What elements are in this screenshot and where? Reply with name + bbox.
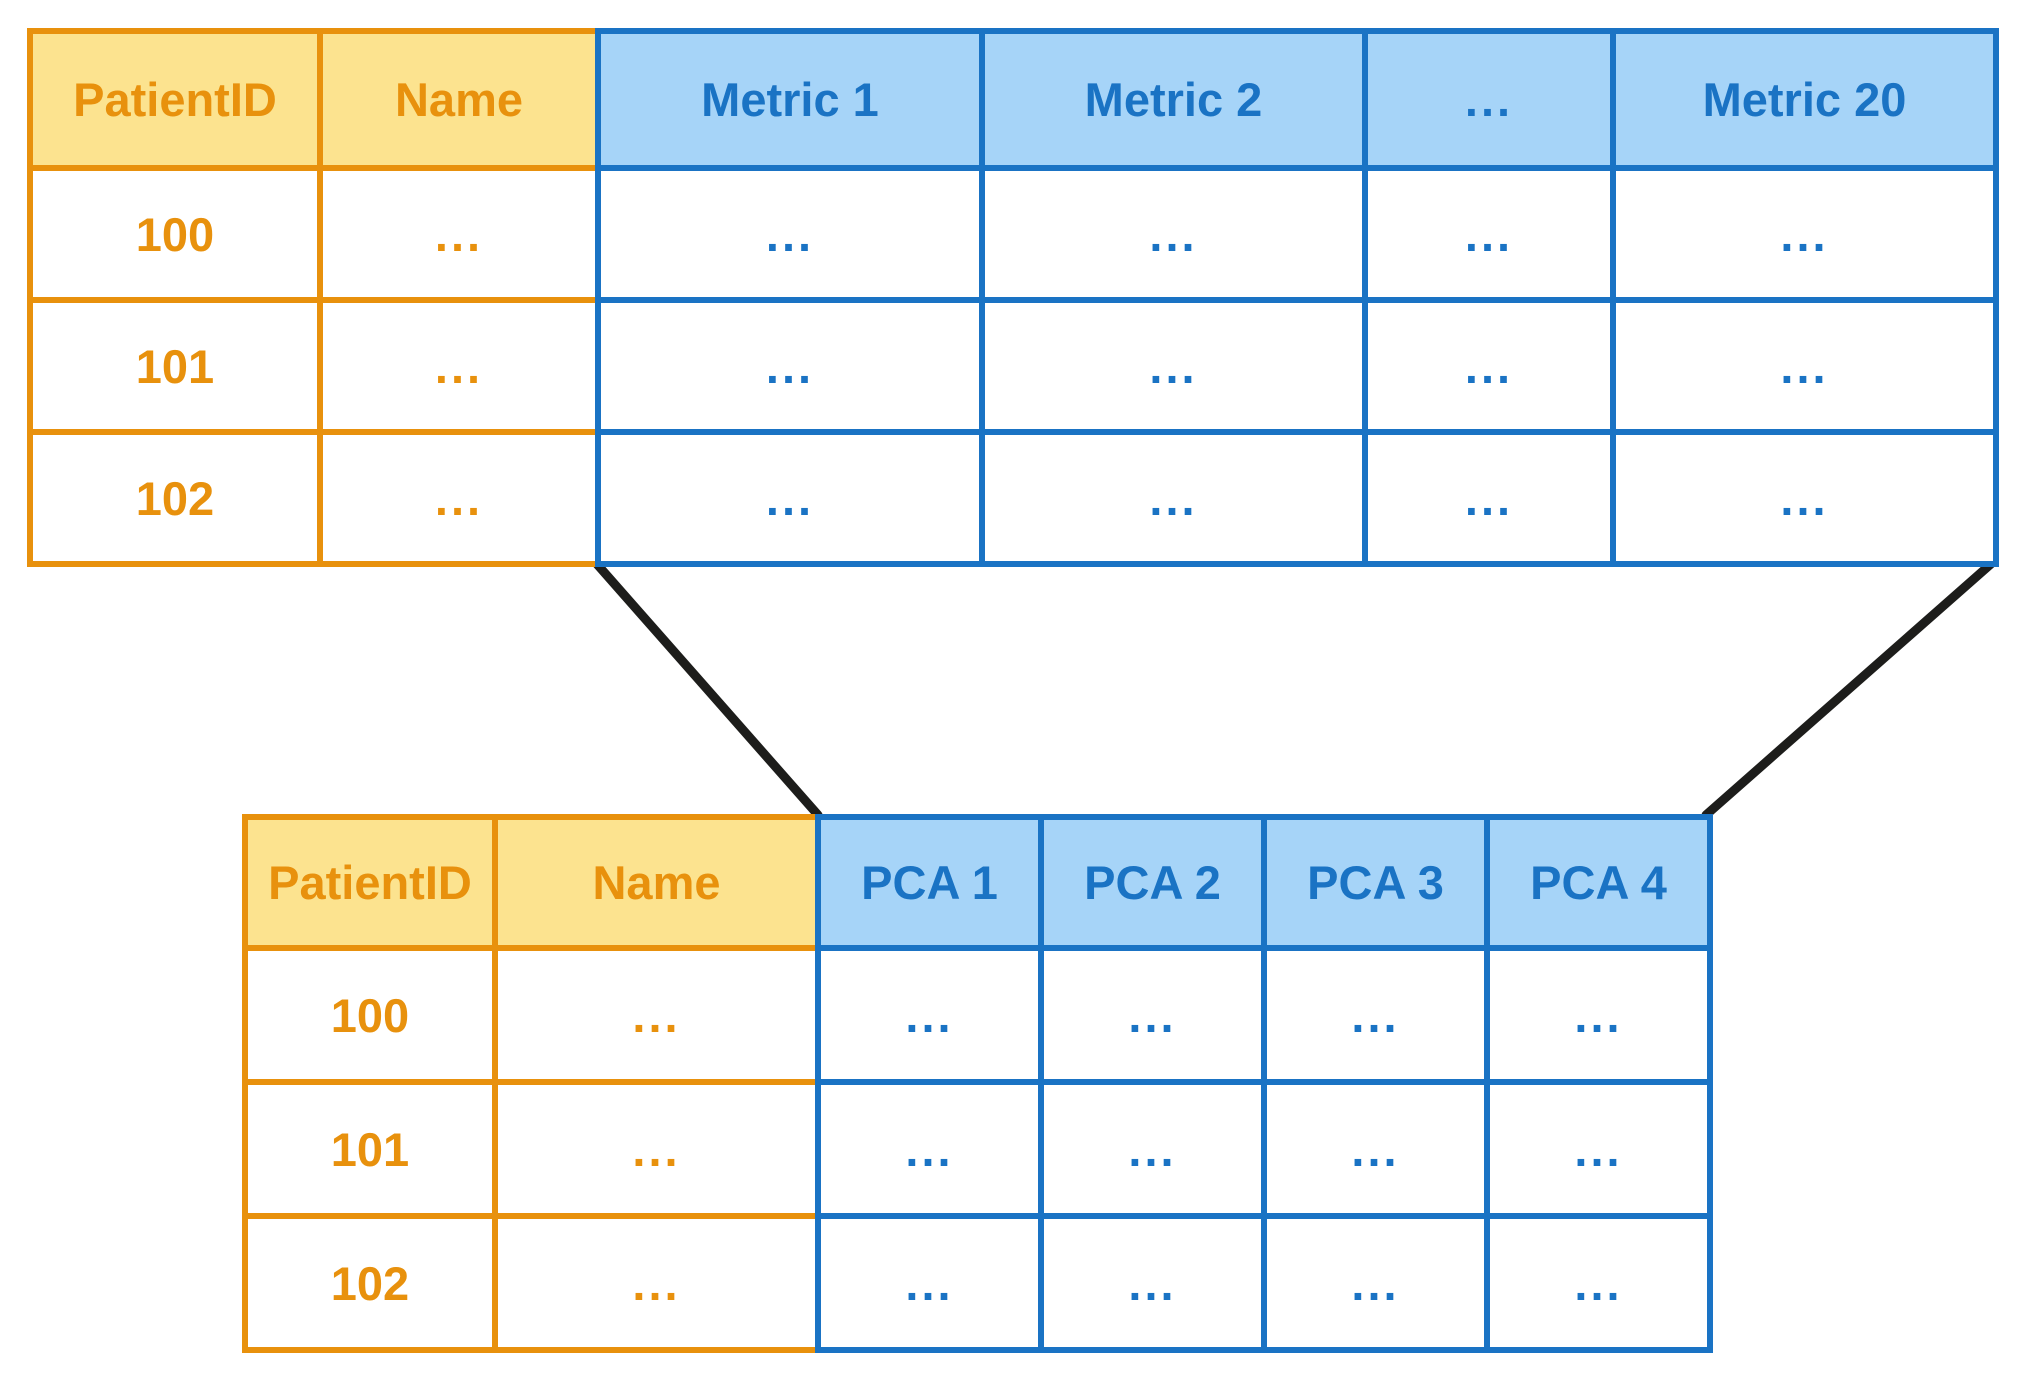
cell-patientid: 102 — [242, 1213, 498, 1353]
cell-metric: ... — [595, 165, 985, 303]
source-table-id-section: PatientID Name 100 ... 101 ... 102 ... — [27, 28, 601, 567]
funnel-line-left — [591, 558, 823, 820]
cell-pca: ... — [815, 1213, 1044, 1353]
column-header-name: Name — [317, 28, 601, 171]
cell-patientid: 102 — [27, 429, 323, 567]
column-header-patientid: PatientID — [27, 28, 323, 171]
cell-pca: ... — [1261, 1079, 1490, 1219]
table-row: ... ... ... ... — [815, 945, 1713, 1085]
cell-pca: ... — [1038, 1213, 1267, 1353]
table-row: 100 ... — [27, 165, 601, 303]
column-header-metric-ellipsis: ... — [1362, 28, 1616, 171]
cell-pca: ... — [1484, 1213, 1713, 1353]
funnel-line-right — [1701, 558, 1997, 820]
column-header-metric-20: Metric 20 — [1610, 28, 1999, 171]
cell-metric: ... — [1610, 165, 1999, 303]
table-row: 102 ... — [242, 1213, 821, 1353]
table-row: ... ... ... ... — [595, 165, 1999, 303]
cell-patientid: 100 — [27, 165, 323, 303]
header-row: PatientID Name — [242, 814, 821, 951]
source-table-metrics-section: Metric 1 Metric 2 ... Metric 20 ... ... … — [595, 28, 1999, 567]
table-row: 100 ... — [242, 945, 821, 1085]
column-header-pca-1: PCA 1 — [815, 814, 1044, 951]
cell-metric: ... — [1610, 297, 1999, 435]
column-header-name: Name — [492, 814, 821, 951]
cell-metric: ... — [1362, 297, 1616, 435]
cell-metric: ... — [1610, 429, 1999, 567]
table-row: 102 ... — [27, 429, 601, 567]
cell-metric: ... — [1362, 165, 1616, 303]
cell-patientid: 100 — [242, 945, 498, 1085]
table-row: 101 ... — [27, 297, 601, 435]
table-row: ... ... ... ... — [815, 1079, 1713, 1219]
header-row: PCA 1 PCA 2 PCA 3 PCA 4 — [815, 814, 1713, 951]
cell-metric: ... — [979, 297, 1368, 435]
table-row: ... ... ... ... — [815, 1213, 1713, 1353]
cell-pca: ... — [1261, 1213, 1490, 1353]
cell-name: ... — [317, 429, 601, 567]
cell-metric: ... — [979, 165, 1368, 303]
column-header-pca-3: PCA 3 — [1261, 814, 1490, 951]
cell-metric: ... — [595, 297, 985, 435]
cell-metric: ... — [595, 429, 985, 567]
cell-pca: ... — [815, 945, 1044, 1085]
cell-name: ... — [492, 1079, 821, 1219]
cell-patientid: 101 — [242, 1079, 498, 1219]
column-header-metric-2: Metric 2 — [979, 28, 1368, 171]
cell-pca: ... — [1038, 945, 1267, 1085]
pca-table-id-section: PatientID Name 100 ... 101 ... 102 ... — [242, 814, 821, 1353]
cell-patientid: 101 — [27, 297, 323, 435]
cell-metric: ... — [979, 429, 1368, 567]
table-row: ... ... ... ... — [595, 429, 1999, 567]
header-row: PatientID Name — [27, 28, 601, 171]
table-row: ... ... ... ... — [595, 297, 1999, 435]
cell-name: ... — [317, 297, 601, 435]
column-header-pca-4: PCA 4 — [1484, 814, 1713, 951]
table-row: 101 ... — [242, 1079, 821, 1219]
column-header-pca-2: PCA 2 — [1038, 814, 1267, 951]
cell-pca: ... — [1484, 945, 1713, 1085]
cell-name: ... — [317, 165, 601, 303]
column-header-metric-1: Metric 1 — [595, 28, 985, 171]
cell-name: ... — [492, 1213, 821, 1353]
cell-pca: ... — [815, 1079, 1044, 1219]
cell-pca: ... — [1261, 945, 1490, 1085]
cell-name: ... — [492, 945, 821, 1085]
header-row: Metric 1 Metric 2 ... Metric 20 — [595, 28, 1999, 171]
cell-metric: ... — [1362, 429, 1616, 567]
pca-table-components-section: PCA 1 PCA 2 PCA 3 PCA 4 ... ... ... ... … — [815, 814, 1713, 1353]
cell-pca: ... — [1038, 1079, 1267, 1219]
cell-pca: ... — [1484, 1079, 1713, 1219]
column-header-patientid: PatientID — [242, 814, 498, 951]
